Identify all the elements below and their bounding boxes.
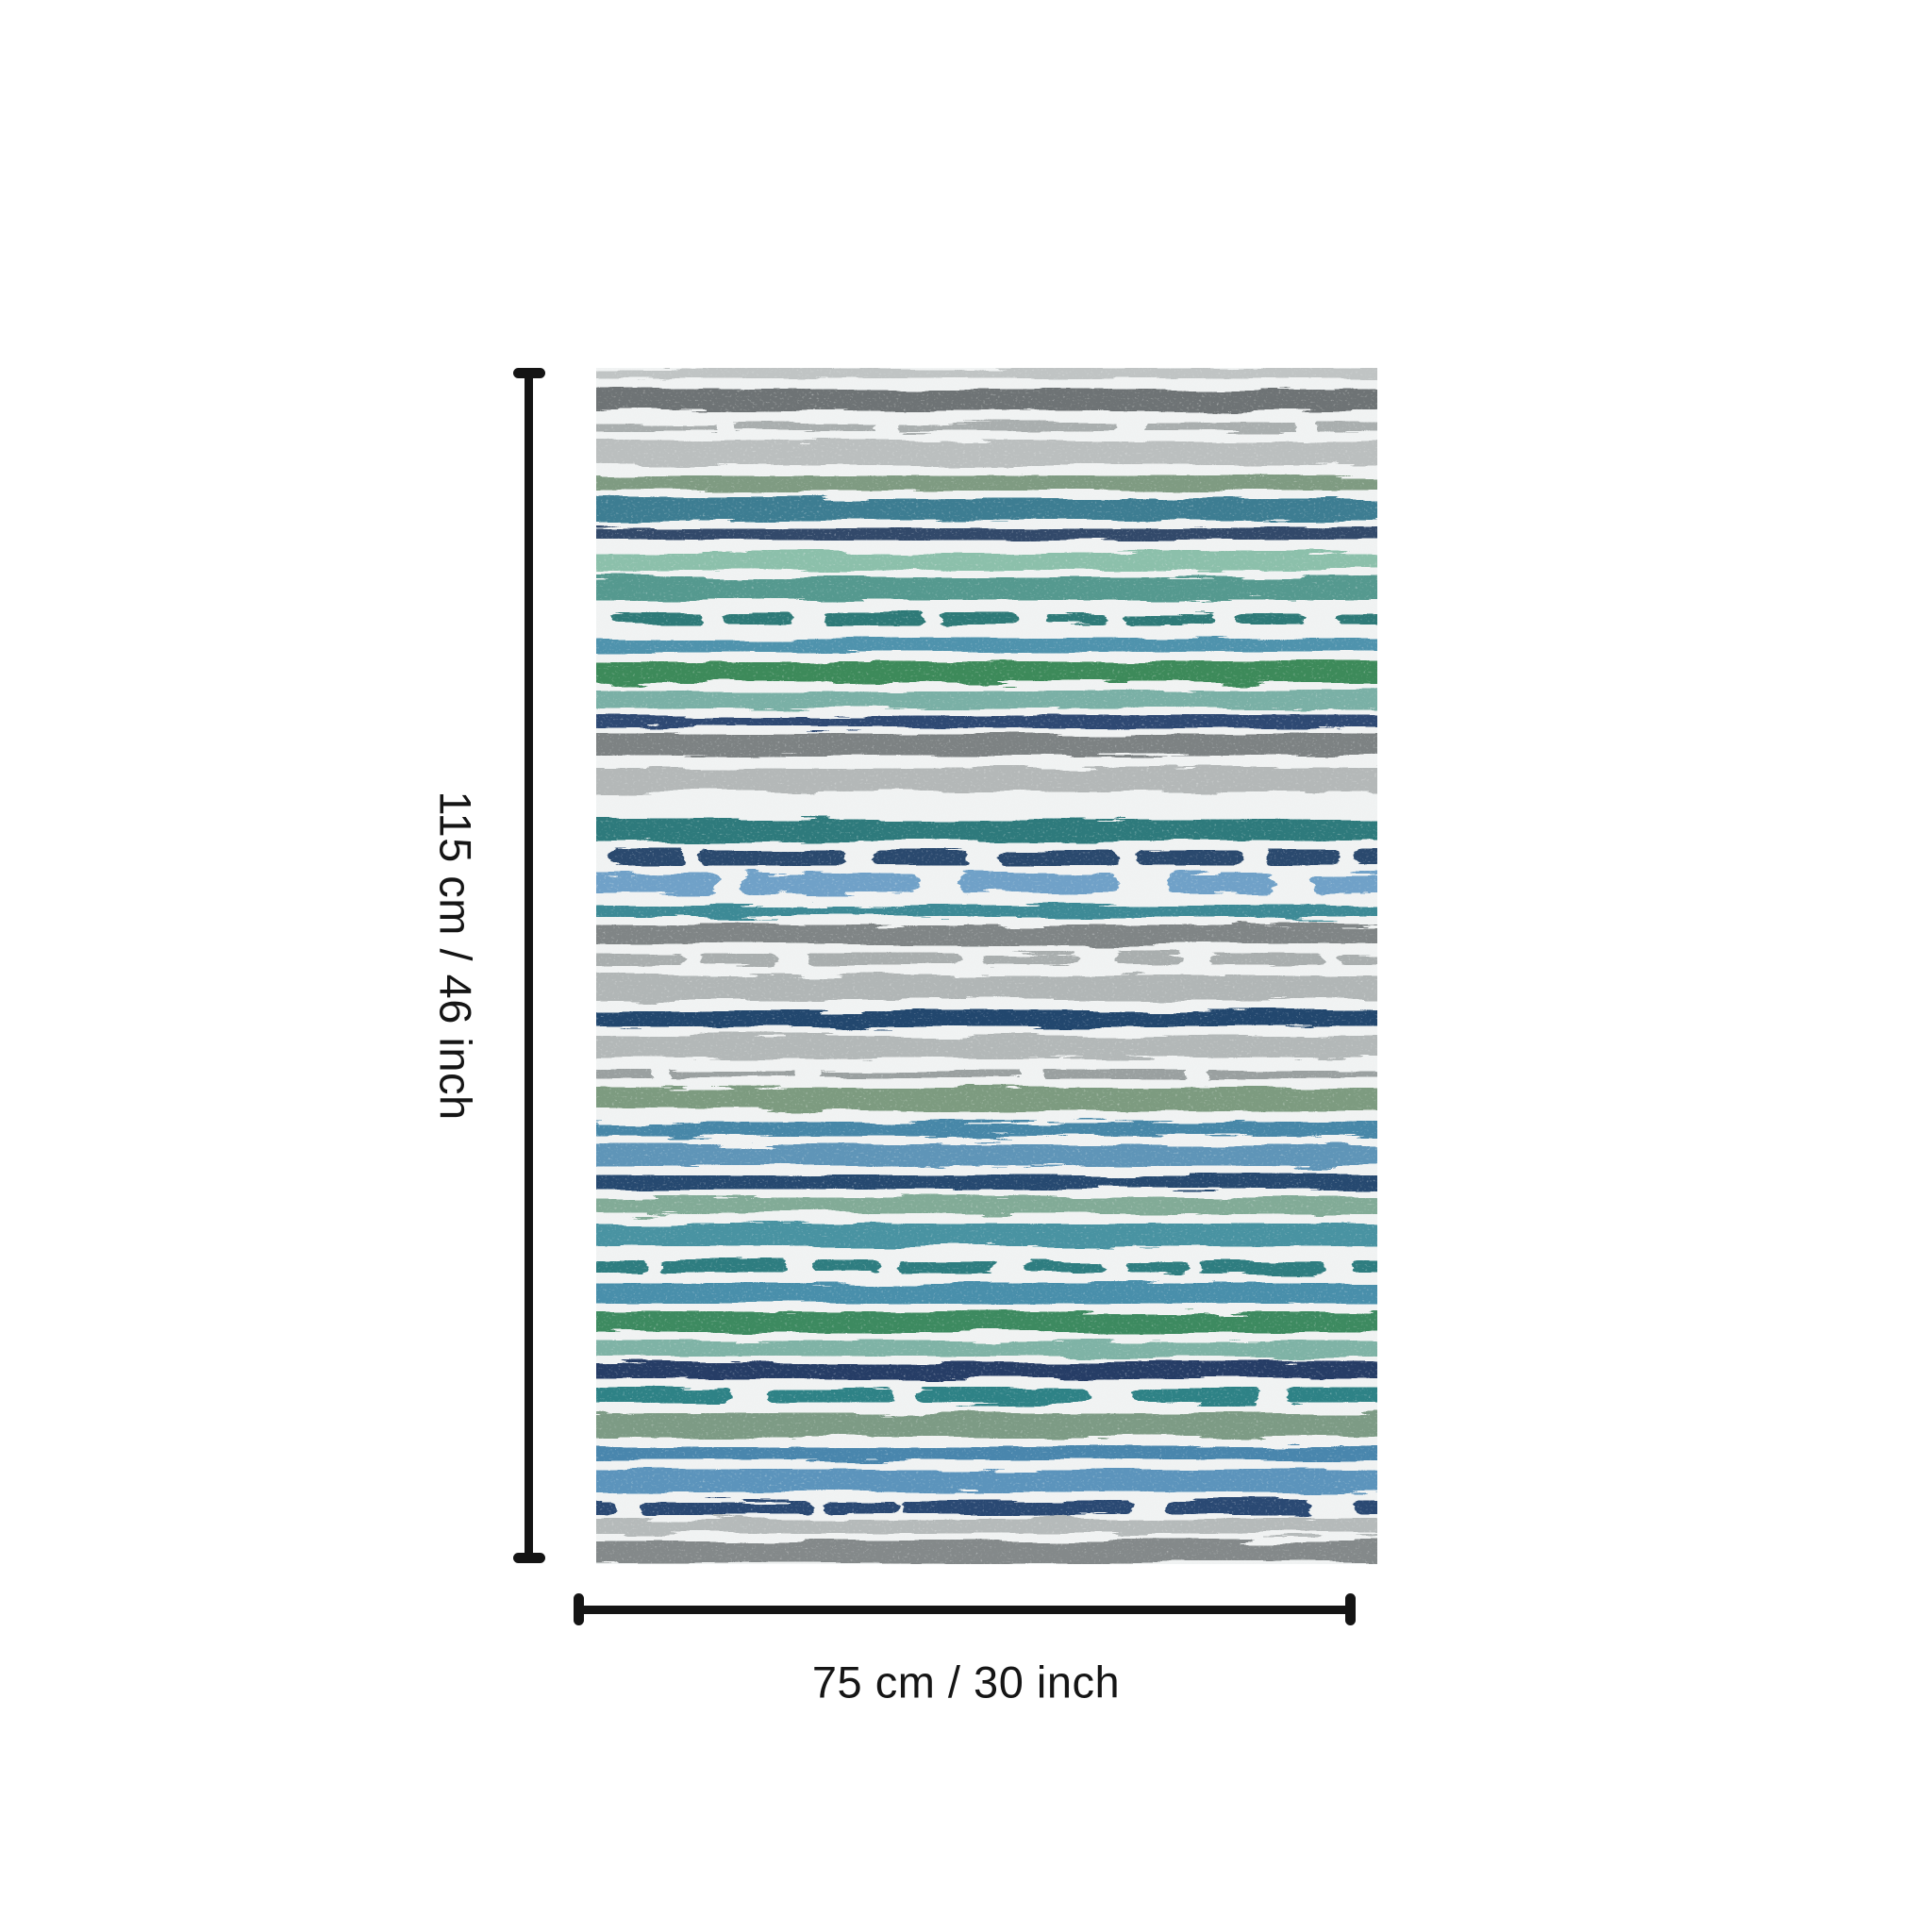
- horizontal-dimension-line: [579, 1606, 1351, 1614]
- vertical-dimension-endcap-bottom: [513, 1553, 545, 1563]
- vertical-dimension-line: [525, 373, 533, 1554]
- width-label: 75 cm / 30 inch: [811, 1657, 1121, 1707]
- rug-texture: [596, 368, 1377, 1564]
- rug-image: [596, 368, 1377, 1564]
- height-label: 115 cm / 46 inch: [430, 791, 481, 1121]
- horizontal-dimension-endcap-right: [1345, 1593, 1356, 1625]
- horizontal-dimension-endcap-left: [574, 1593, 584, 1625]
